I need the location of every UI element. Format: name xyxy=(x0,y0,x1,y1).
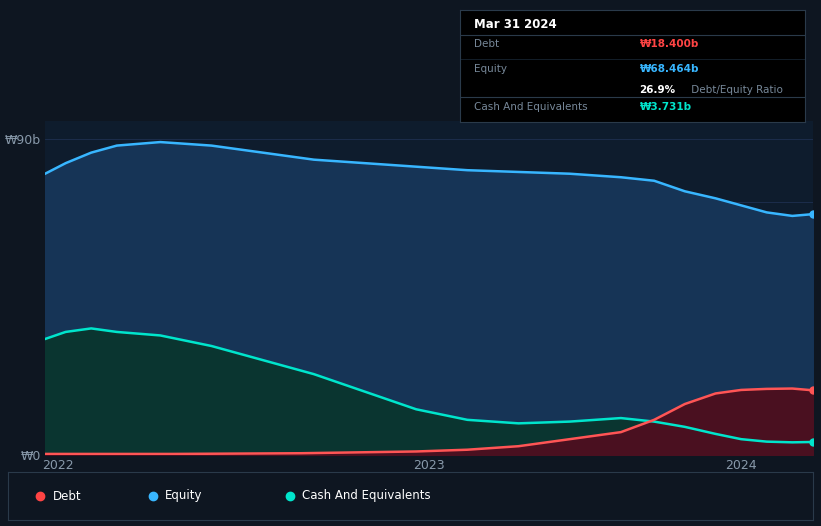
Text: Debt/Equity Ratio: Debt/Equity Ratio xyxy=(688,85,782,95)
Text: Debt: Debt xyxy=(53,490,81,502)
Text: Debt: Debt xyxy=(474,39,499,49)
Text: ₩68.464b: ₩68.464b xyxy=(640,64,699,74)
Text: Equity: Equity xyxy=(474,64,507,74)
Text: Cash And Equivalents: Cash And Equivalents xyxy=(474,102,587,112)
Text: ₩3.731b: ₩3.731b xyxy=(640,102,691,112)
Text: Mar 31 2024: Mar 31 2024 xyxy=(474,18,557,31)
Text: ₩18.400b: ₩18.400b xyxy=(640,39,699,49)
Text: Equity: Equity xyxy=(165,490,203,502)
Text: 26.9%: 26.9% xyxy=(640,85,676,95)
Text: Cash And Equivalents: Cash And Equivalents xyxy=(302,490,430,502)
